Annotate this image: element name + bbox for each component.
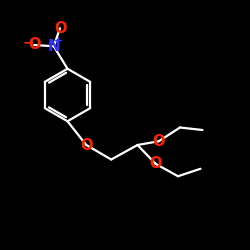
Text: O: O <box>149 156 162 171</box>
Text: O: O <box>152 134 165 149</box>
Text: O: O <box>54 21 66 36</box>
Text: O: O <box>28 38 40 52</box>
Text: −: − <box>22 35 34 49</box>
Text: O: O <box>80 138 92 152</box>
Text: +: + <box>54 36 63 46</box>
Text: N: N <box>48 39 60 54</box>
